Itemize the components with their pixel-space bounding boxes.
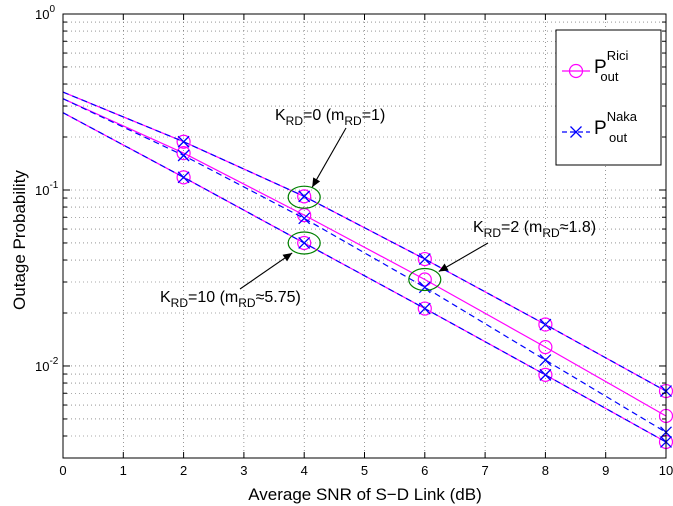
y-tick-label: 100 — [35, 4, 55, 22]
legend-marker-circle — [568, 63, 584, 79]
data-point-x — [177, 135, 190, 148]
legend-box — [555, 29, 662, 166]
x-tick-label: 7 — [481, 463, 488, 478]
data-point-x — [418, 253, 431, 266]
data-point-x — [539, 354, 552, 367]
annotation-arrowhead — [312, 177, 321, 188]
data-point-circle — [417, 301, 432, 316]
data-point-circle — [417, 251, 432, 267]
x-tick-label: 0 — [59, 463, 66, 478]
highlight-ellipse — [408, 267, 442, 292]
y-tick-label: 10-1 — [35, 180, 59, 198]
series-line-rici — [62, 98, 667, 417]
data-point-circle — [538, 340, 553, 355]
data-point-circle — [176, 170, 191, 185]
x-axis-label: Average SNR of S−D Link (dB) — [248, 485, 482, 504]
data-point-circle — [417, 272, 432, 287]
data-point-x — [298, 190, 311, 203]
highlight-ellipse — [287, 185, 321, 209]
annotation-arrow — [239, 252, 293, 290]
data-point-x — [418, 281, 431, 294]
legend: PRici out PNaka out — [555, 29, 662, 166]
legend-marker-x — [570, 126, 582, 138]
data-point-x — [418, 302, 431, 315]
data-point-x — [539, 368, 552, 381]
legend-label: PRici out — [594, 48, 628, 84]
highlight-ellipse — [287, 231, 321, 255]
annotation-arrow — [311, 127, 347, 188]
x-tick-label: 6 — [421, 463, 428, 478]
x-tick-label: 9 — [602, 463, 609, 478]
x-tick-label: 10 — [659, 463, 673, 478]
axes: 0 1 2 3 4 5 6 7 8 9 10 100 10-1 10-2 — [35, 4, 673, 478]
data-point-circle — [297, 235, 312, 251]
data-point-x — [177, 171, 190, 184]
x-tick-label: 3 — [240, 463, 247, 478]
series-line-naka — [62, 98, 667, 433]
data-point-x — [539, 318, 552, 331]
data-point-x — [298, 212, 311, 225]
data-point-circle — [538, 367, 553, 382]
annotation-arrow — [438, 242, 489, 272]
data-point-circle — [176, 146, 191, 161]
series-line-naka — [62, 91, 667, 392]
data-point-x — [177, 149, 190, 162]
x-tick-label: 5 — [361, 463, 368, 478]
y-axis-label: Outage Probability — [10, 170, 29, 310]
annotation-arrowhead — [282, 252, 293, 262]
annotations: KRD=0 (mRD=1) KRD=2 (mRD≈1.8) KRD=10 (mRD≈… — [160, 107, 596, 310]
annotation-label: KRD=2 (mRD≈1.8) — [473, 219, 596, 240]
data-point-circle — [297, 189, 312, 204]
plot-area — [62, 91, 673, 450]
annotation-arrowhead — [438, 263, 449, 272]
x-tick-label: 4 — [301, 463, 308, 478]
data-point-circle — [176, 134, 191, 149]
x-tick-label: 8 — [542, 463, 549, 478]
series-line-naka — [62, 112, 667, 443]
annotation-label: KRD=10 (mRD≈5.75) — [160, 289, 301, 310]
legend-label: PNaka out — [594, 109, 638, 145]
x-tick-label: 2 — [180, 463, 187, 478]
y-tick-label: 10-2 — [35, 356, 59, 374]
x-tick-label: 1 — [120, 463, 127, 478]
annotation-label: KRD=0 (mRD=1) — [275, 107, 385, 128]
data-point-x — [298, 237, 311, 249]
data-point-circle — [538, 317, 553, 332]
